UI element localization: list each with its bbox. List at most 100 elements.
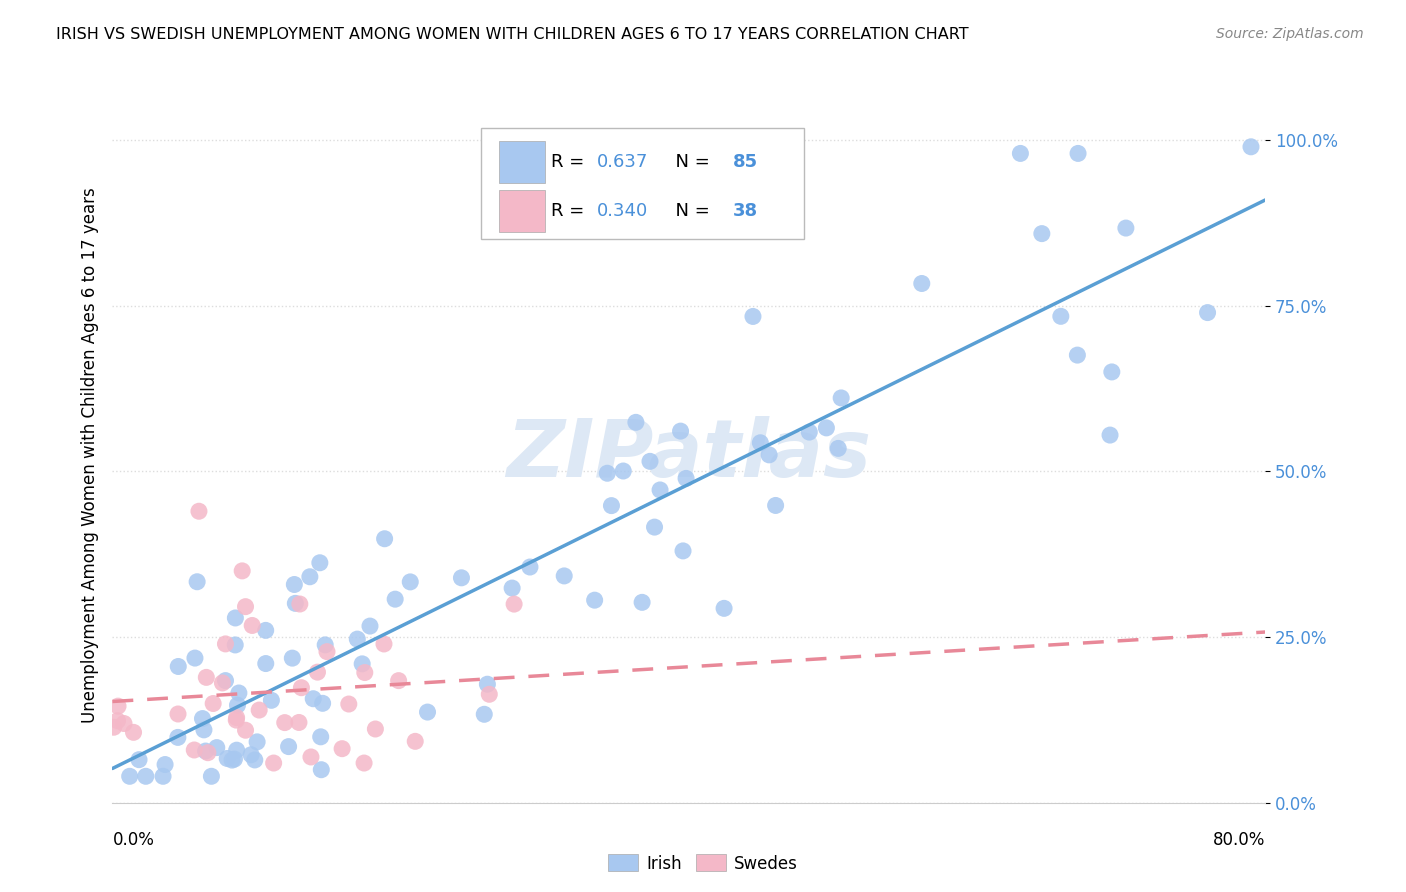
Point xyxy=(195,670,218,684)
Text: 38: 38 xyxy=(733,202,758,219)
Point xyxy=(472,707,495,722)
Point xyxy=(742,310,765,324)
Point xyxy=(263,756,285,770)
Text: 0.0%: 0.0% xyxy=(112,830,155,848)
Point xyxy=(224,752,246,766)
Point xyxy=(221,753,243,767)
Point xyxy=(314,638,336,652)
Point xyxy=(197,746,219,760)
FancyBboxPatch shape xyxy=(481,128,804,239)
Point xyxy=(364,722,387,736)
Point xyxy=(118,769,141,783)
Text: 80.0%: 80.0% xyxy=(1213,830,1265,848)
Point xyxy=(224,638,246,652)
Text: R =: R = xyxy=(551,153,589,171)
Point xyxy=(644,520,666,534)
Point xyxy=(194,744,217,758)
Point xyxy=(596,467,619,481)
Point xyxy=(103,720,125,734)
Point xyxy=(290,681,312,695)
Text: R =: R = xyxy=(551,202,589,219)
Point xyxy=(214,637,236,651)
Point xyxy=(288,597,311,611)
Point xyxy=(184,651,207,665)
Point xyxy=(309,730,332,744)
Point xyxy=(450,571,472,585)
Point xyxy=(193,723,215,737)
Point xyxy=(672,544,695,558)
Point xyxy=(128,753,150,767)
Point xyxy=(311,763,333,777)
Point xyxy=(277,739,299,754)
Point xyxy=(231,564,253,578)
Text: Source: ZipAtlas.com: Source: ZipAtlas.com xyxy=(1216,27,1364,41)
Point xyxy=(167,659,190,673)
Point xyxy=(235,599,257,614)
Text: N =: N = xyxy=(664,202,716,219)
Point xyxy=(254,657,277,671)
Point xyxy=(330,741,353,756)
Point xyxy=(225,743,247,757)
Point xyxy=(384,592,406,607)
Point xyxy=(247,703,270,717)
Point xyxy=(288,715,311,730)
Point xyxy=(307,665,329,680)
Point xyxy=(346,632,368,646)
Legend: Irish, Swedes: Irish, Swedes xyxy=(602,847,804,880)
Point xyxy=(299,750,322,764)
Point xyxy=(167,706,190,721)
Point xyxy=(477,677,499,691)
Text: 85: 85 xyxy=(733,153,758,171)
Point xyxy=(183,743,205,757)
Point xyxy=(205,740,228,755)
Point xyxy=(1010,146,1032,161)
Point xyxy=(152,769,174,783)
Point xyxy=(501,581,523,595)
Point xyxy=(246,735,269,749)
Point xyxy=(478,687,501,701)
Point xyxy=(225,713,247,727)
Point xyxy=(353,665,375,680)
Point xyxy=(274,715,297,730)
Point xyxy=(226,698,249,713)
Point xyxy=(135,769,157,783)
Point xyxy=(211,676,233,690)
Point xyxy=(416,705,439,719)
Point xyxy=(1197,305,1219,319)
Point xyxy=(308,556,330,570)
Point xyxy=(1050,310,1073,324)
Point xyxy=(911,277,934,291)
Point xyxy=(1098,428,1121,442)
FancyBboxPatch shape xyxy=(499,190,544,232)
Point xyxy=(799,425,821,439)
Point xyxy=(298,570,321,584)
Point xyxy=(399,574,422,589)
Point xyxy=(200,769,222,783)
Point xyxy=(749,435,772,450)
Point xyxy=(281,651,304,665)
Text: 0.637: 0.637 xyxy=(596,153,648,171)
Point xyxy=(631,595,654,609)
Point xyxy=(352,657,374,671)
Point xyxy=(713,601,735,615)
Text: IRISH VS SWEDISH UNEMPLOYMENT AMONG WOMEN WITH CHILDREN AGES 6 TO 17 YEARS CORRE: IRISH VS SWEDISH UNEMPLOYMENT AMONG WOME… xyxy=(56,27,969,42)
Point xyxy=(311,696,333,710)
Point xyxy=(214,673,236,688)
Point xyxy=(112,716,135,731)
Point xyxy=(1066,348,1088,362)
Y-axis label: Unemployment Among Women with Children Ages 6 to 17 years: Unemployment Among Women with Children A… xyxy=(80,187,98,723)
Point xyxy=(302,691,325,706)
Text: 0.340: 0.340 xyxy=(596,202,648,219)
Point xyxy=(107,714,129,728)
Point xyxy=(240,618,263,632)
Point xyxy=(373,637,395,651)
Point xyxy=(359,619,381,633)
Point xyxy=(758,448,780,462)
Point xyxy=(388,673,411,688)
Point xyxy=(675,471,697,485)
Point xyxy=(1067,146,1090,161)
Point xyxy=(254,624,277,638)
Point xyxy=(374,532,396,546)
FancyBboxPatch shape xyxy=(499,141,544,183)
Point xyxy=(191,712,214,726)
